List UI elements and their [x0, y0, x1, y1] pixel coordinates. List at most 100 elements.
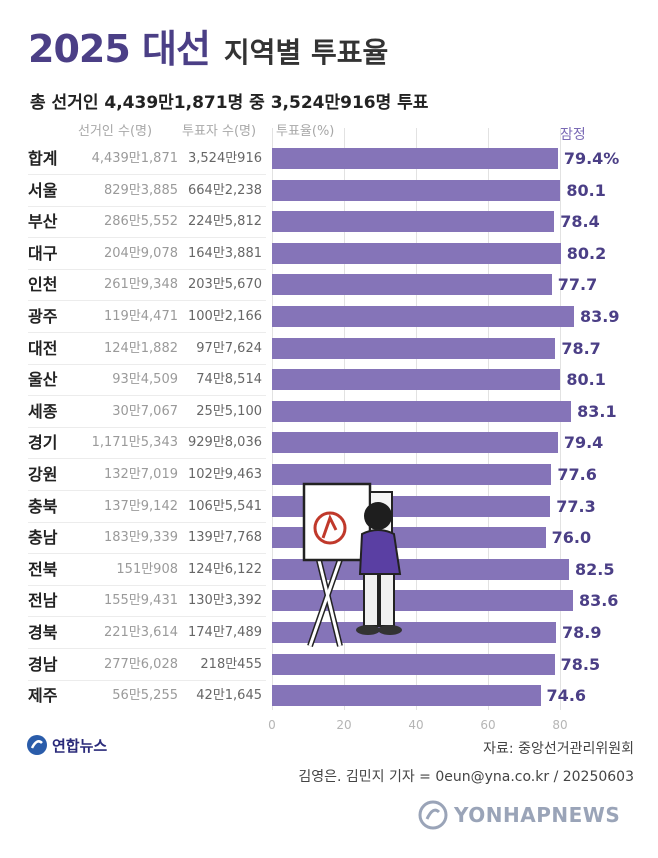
bar	[272, 369, 561, 391]
category-label: 인천	[28, 275, 58, 295]
row-divider	[28, 300, 266, 302]
category-label: 부산	[28, 212, 58, 232]
row-divider	[28, 616, 266, 618]
bar-value-label: 76.0	[551, 528, 592, 548]
bar-value-label: 77.3	[556, 496, 596, 516]
voted-cell: 929만8,036	[188, 435, 262, 451]
credit-text: 김영은. 김민지 기자 = 0eun@yna.co.kr / 20250603	[298, 769, 634, 785]
category-label: 대구	[28, 243, 58, 263]
bar-value-label: 78.7	[561, 338, 601, 358]
voted-cell: 97만7,624	[196, 340, 262, 356]
voted-cell: 139만7,768	[188, 530, 262, 546]
voting-booth-illustration	[302, 482, 402, 647]
voters-cell: 132만7,019	[104, 467, 178, 482]
title-sub: 지역별 투표율	[223, 36, 389, 69]
yonhap-logo: 연합뉴스	[26, 734, 107, 756]
row-divider	[28, 584, 266, 586]
voters-cell: 137만9,142	[104, 498, 178, 514]
bar-value-label: 78.9	[562, 623, 602, 642]
bar	[272, 622, 557, 643]
voters-cell: 286만5,552	[104, 214, 178, 230]
bar	[272, 685, 541, 707]
row-divider	[28, 395, 266, 397]
voted-cell: 224만5,812	[188, 214, 262, 230]
voters-cell: 221만3,614	[104, 625, 178, 640]
row-divider	[28, 553, 266, 555]
bar	[272, 432, 558, 454]
logo-text: 연합뉴스	[52, 736, 108, 755]
voted-cell: 25만5,100	[196, 403, 262, 419]
preliminary-label: 잠정	[560, 127, 586, 143]
bar-value-label: 79.4%	[563, 149, 620, 168]
bar-value-label: 79.4	[563, 433, 604, 453]
row-divider	[28, 458, 266, 460]
chart-title: 2025 대선 지역별 투표율	[28, 18, 388, 71]
voted-column-header: 투표자 수(명)	[182, 124, 257, 139]
bar	[272, 148, 558, 169]
x-tick-label: 80	[552, 718, 568, 732]
row-divider	[28, 237, 266, 239]
voters-cell: 151만908	[116, 561, 178, 577]
voted-cell: 102만9,463	[188, 467, 262, 482]
voted-cell: 124만6,122	[188, 561, 262, 577]
x-tick-label: 60	[480, 718, 496, 732]
bar	[272, 590, 573, 612]
yonhap-logo-icon	[27, 735, 47, 755]
category-label: 서울	[28, 180, 58, 200]
category-label: 충남	[28, 528, 58, 548]
voted-cell: 74만8,514	[196, 372, 262, 388]
bar	[272, 306, 575, 327]
voted-cell: 100만2,166	[188, 309, 262, 324]
row-divider	[28, 648, 266, 649]
voters-cell: 30만7,067	[112, 403, 178, 419]
voters-cell: 261만9,348	[104, 277, 178, 293]
category-label: 경기	[28, 433, 58, 453]
source-text: 자료: 중앙선거관리위원회	[483, 741, 634, 757]
row-divider	[28, 174, 266, 175]
row-divider	[28, 521, 266, 523]
row-divider	[28, 332, 266, 333]
bar	[272, 464, 552, 485]
row-divider	[28, 363, 266, 365]
bar	[272, 400, 572, 422]
turnout-column-header: 투표율(%)	[276, 124, 335, 139]
bar-value-label: 77.6	[557, 465, 597, 484]
category-label: 전북	[28, 559, 58, 579]
bar-value-label: 74.6	[546, 686, 587, 706]
bar-value-label: 80.2	[566, 243, 607, 263]
category-label: 경남	[28, 654, 58, 674]
voters-cell: 119만4,471	[104, 309, 178, 324]
voted-cell: 42만1,645	[196, 688, 262, 704]
x-tick-label: 20	[336, 718, 352, 732]
bar-value-label: 78.5	[560, 654, 601, 674]
voted-cell: 106만5,541	[188, 498, 262, 514]
voters-cell: 277만6,028	[104, 656, 178, 672]
category-label: 제주	[28, 686, 58, 706]
voted-cell: 130만3,392	[188, 593, 262, 609]
row-divider	[28, 490, 266, 491]
voted-cell: 664만2,238	[188, 182, 262, 198]
category-label: 세종	[28, 401, 58, 421]
watermark-text: YONHAPNEWS	[454, 803, 621, 827]
title-main: 2025 대선	[28, 27, 211, 71]
watermark-icon	[418, 800, 448, 830]
bar	[272, 337, 556, 359]
x-tick-label: 0	[268, 718, 276, 732]
bar-value-label: 80.1	[566, 370, 606, 390]
watermark: YONHAPNEWS	[418, 800, 620, 830]
bar	[272, 558, 569, 580]
category-label: 강원	[28, 465, 58, 484]
category-label: 대전	[28, 338, 58, 358]
voters-cell: 183만9,339	[104, 530, 178, 546]
voted-cell: 174만7,489	[188, 625, 262, 640]
voters-cell: 829만3,885	[104, 182, 178, 198]
voters-cell: 56만5,255	[112, 688, 178, 704]
voted-cell: 3,524만916	[188, 151, 262, 166]
x-tick-label: 40	[408, 718, 424, 732]
bar-value-label: 82.5	[575, 559, 615, 579]
summary-text: 총 선거인 4,439만1,871명 중 3,524만916명 투표	[30, 93, 429, 113]
voters-cell: 155만9,431	[104, 593, 178, 609]
bar	[272, 242, 561, 264]
bar	[272, 179, 561, 201]
voters-column-header: 선거인 수(명)	[78, 124, 153, 139]
